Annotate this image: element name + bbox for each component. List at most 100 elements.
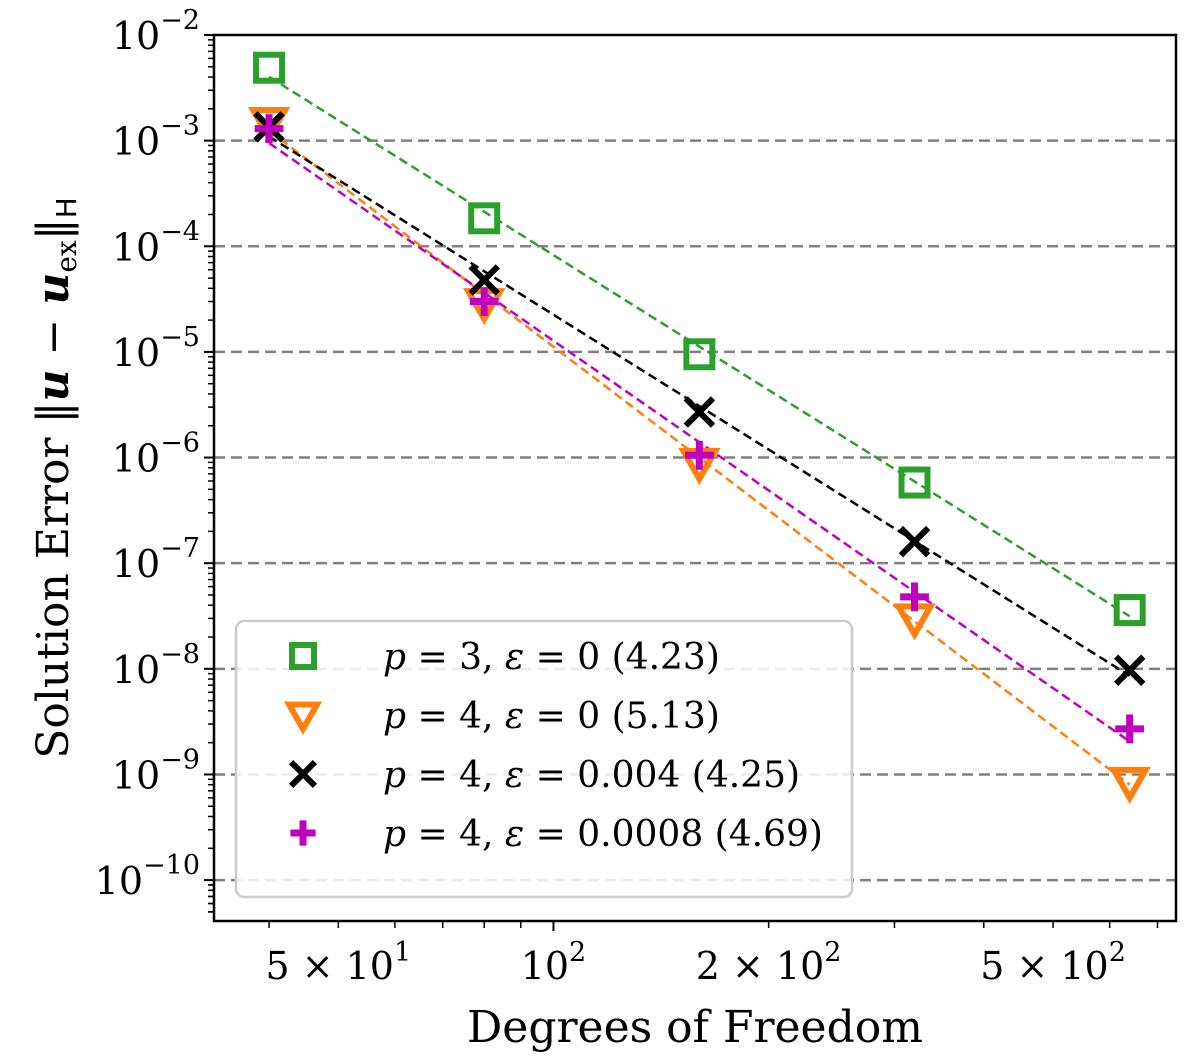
y-tick-exp: −10 [143, 850, 200, 881]
x-axis-title: Degrees of Freedom [467, 1002, 923, 1053]
x-marker [1113, 654, 1146, 686]
legend-eps-value: = 0 (4.23) [524, 637, 720, 678]
legend-label: p = 3, ε = 0 (4.23) [383, 637, 720, 678]
legend-item: p = 4, ε = 0.0008 (4.69) [290, 814, 823, 855]
y-title-norm-close: ‖ [28, 218, 79, 240]
y-tick-exp: −9 [160, 744, 200, 775]
y-tick-label: 10−8 [112, 639, 200, 692]
y-tick-label: 10−10 [95, 850, 200, 903]
legend-frame [234, 619, 854, 899]
y-tick-base: 10 [112, 648, 160, 692]
y-tick-exp: −2 [160, 5, 200, 36]
plus-marker [290, 820, 316, 846]
y-tick-label: 10−2 [112, 5, 200, 58]
legend-p-value: = 3, [406, 637, 505, 678]
x-tick-base: 5 × 10 [265, 944, 394, 988]
x-marker-stroke [288, 759, 318, 789]
x-tick-label: 2 × 102 [696, 937, 842, 988]
plot-frame [212, 33, 1178, 923]
y-tick-base: 10 [112, 331, 160, 375]
y-title-u-ex: u [28, 273, 79, 305]
y-axis-title: Solution Error ‖u − uex‖H [28, 197, 83, 759]
square-marker [253, 51, 286, 84]
legend-item: p = 4, ε = 0 (5.13) [283, 696, 720, 737]
triangle-marker [1108, 766, 1151, 804]
legend-eps-value: = 0.0008 (4.69) [524, 814, 823, 855]
y-title-sub-h: H [50, 197, 83, 218]
x-marker [683, 396, 716, 428]
y-axis-title-text: Solution Error ‖u − uex‖H [28, 197, 83, 759]
fit-line [268, 75, 1131, 618]
y-tick-base: 10 [112, 542, 160, 586]
y-axis-ticks: 10−210−310−410−510−610−710−810−910−10 [95, 5, 214, 913]
legend-p: p [383, 755, 406, 796]
square-marker [898, 466, 931, 499]
legend: p = 3, ε = 0 (4.23)p = 4, ε = 0 (5.13)p … [234, 619, 854, 899]
legend-eps: ε [505, 755, 524, 796]
x-marker-stroke [1113, 654, 1146, 686]
y-tick-base: 10 [112, 14, 160, 58]
y-title-minus: − [28, 305, 79, 370]
y-title-sub-ex: ex [50, 240, 83, 273]
legend-item: p = 3, ε = 0 (4.23) [289, 637, 720, 678]
plus-marker [469, 287, 499, 316]
x-tick-exp: 1 [394, 937, 411, 968]
legend-p: p [383, 814, 406, 855]
x-marker [468, 264, 500, 296]
legend-p-value: = 4, [406, 814, 505, 855]
x-tick-exp: 2 [1109, 937, 1126, 968]
x-tick-base: 5 × 10 [980, 944, 1109, 988]
x-tick-exp: 2 [824, 937, 841, 968]
legend-label: p = 4, ε = 0.004 (4.25) [383, 755, 800, 796]
y-title-prefix: Solution Error [28, 423, 79, 758]
legend-item: p = 4, ε = 0.004 (4.25) [288, 755, 800, 796]
y-tick-label: 10−5 [112, 322, 200, 375]
legend-p-value: = 4, [406, 755, 505, 796]
x-tick-label: 5 × 101 [265, 937, 411, 988]
square-marker [683, 338, 716, 371]
y-tick-base: 10 [112, 437, 160, 481]
plus-marker [254, 114, 284, 144]
data-markers [247, 51, 1151, 804]
legend-label: p = 4, ε = 0.0008 (4.69) [383, 814, 823, 855]
legend-p-value: = 4, [406, 696, 505, 737]
legend-eps: ε [505, 696, 524, 737]
triangle-marker [247, 107, 291, 145]
y-title-u: u [28, 369, 79, 401]
plus-marker [1115, 714, 1145, 744]
y-tick-base: 10 [112, 120, 160, 164]
x-tick-base: 10 [521, 944, 569, 988]
plus-marker [684, 440, 714, 470]
fit-line [268, 135, 1131, 677]
y-tick-label: 10−7 [112, 533, 200, 586]
y-tick-exp: −3 [160, 111, 200, 142]
y-tick-exp: −5 [160, 322, 200, 353]
legend-eps: ε [505, 814, 524, 855]
x-tick-label: 5 × 102 [980, 937, 1126, 988]
x-tick-label: 102 [521, 937, 587, 988]
triangle-marker [283, 701, 323, 736]
square-marker [289, 642, 317, 670]
legend-p: p [383, 637, 406, 678]
legend-p: p [383, 696, 406, 737]
legend-eps-value: = 0 (5.13) [524, 696, 720, 737]
y-tick-base: 10 [112, 225, 160, 269]
y-tick-label: 10−3 [112, 111, 200, 164]
y-tick-label: 10−9 [112, 744, 200, 797]
y-tick-base: 10 [95, 859, 143, 903]
y-title-norm-open: ‖ [28, 401, 79, 423]
legend-eps-value: = 0.004 (4.25) [524, 755, 800, 796]
square-marker [1113, 594, 1146, 627]
legend-label: p = 4, ε = 0 (5.13) [383, 696, 720, 737]
plus-marker [900, 582, 929, 612]
x-tick-exp: 2 [569, 937, 586, 968]
y-tick-exp: −8 [160, 639, 200, 670]
x-marker-stroke [683, 396, 716, 428]
x-marker [288, 759, 318, 789]
x-tick-base: 2 × 10 [696, 944, 825, 988]
x-marker [898, 525, 931, 558]
y-tick-exp: −4 [160, 216, 200, 247]
y-tick-label: 10−6 [112, 428, 200, 481]
